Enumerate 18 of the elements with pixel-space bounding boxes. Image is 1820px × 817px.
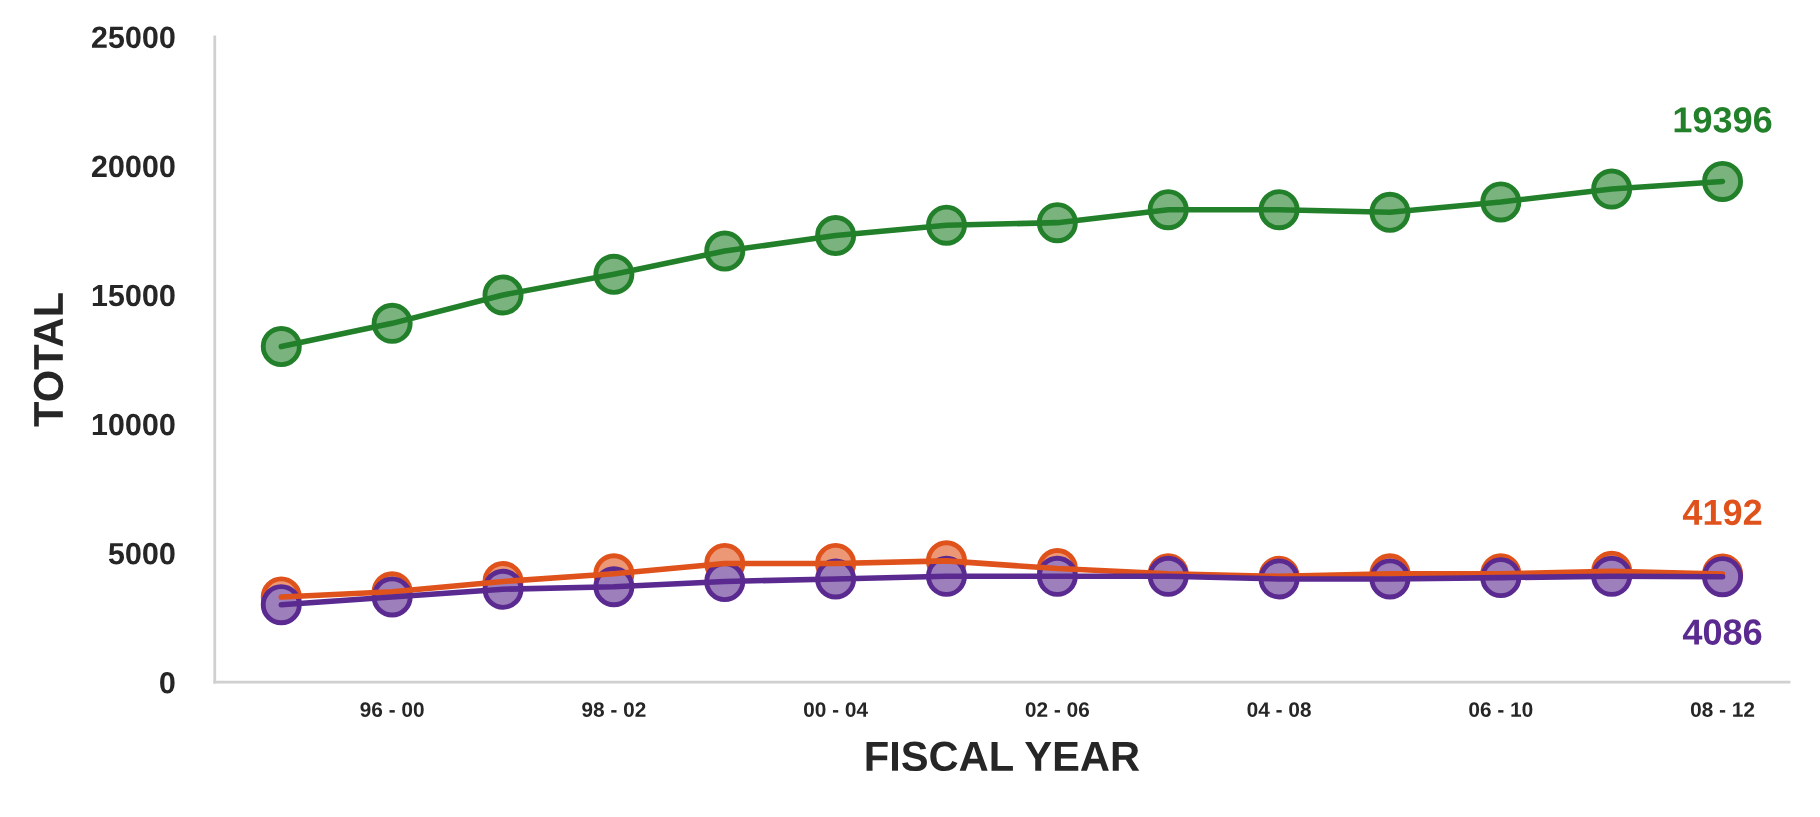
x-tick-label: 02 - 06 [1025, 702, 1090, 717]
data-label: 19396 [1674, 107, 1772, 133]
y-tick-label: 15000 [92, 284, 175, 307]
y-tick-label: 10000 [92, 413, 175, 436]
y-tick-label: 20000 [91, 155, 175, 178]
x-tick-label: 06 - 10 [1469, 702, 1533, 717]
x-tick-label: 98 - 02 [582, 702, 646, 717]
x-tick-label: 04 - 08 [1247, 702, 1311, 717]
data-label: 4086 [1682, 619, 1762, 645]
y-tick-label: 25000 [91, 26, 175, 49]
x-tick-label: 96 - 00 [360, 702, 424, 717]
data-label: 4192 [1682, 499, 1762, 526]
x-tick-label: 00 - 04 [804, 702, 868, 717]
x-axis-title: FISCAL YEAR [866, 741, 1140, 772]
y-axis-title: TOTAL [33, 293, 64, 427]
y-tick-label: 0 [160, 671, 175, 694]
x-tick-label: 08 - 12 [1690, 702, 1755, 717]
y-tick-label: 5000 [108, 542, 175, 565]
